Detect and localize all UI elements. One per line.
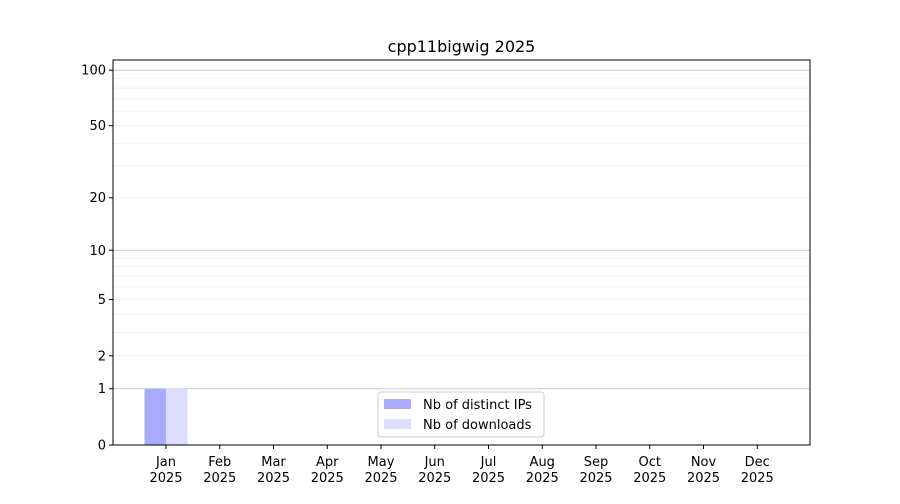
bars (144, 388, 188, 445)
x-tick-label: 2025 (526, 471, 559, 486)
legend: Nb of distinct IPs Nb of downloads (377, 391, 545, 438)
plot-frame (112, 59, 811, 446)
x-tick-label: 2025 (687, 471, 720, 486)
y-tick-label: 2 (98, 349, 106, 364)
x-tick-label: 2025 (472, 471, 505, 486)
x-tick-label: 2025 (579, 471, 612, 486)
legend-label: Nb of downloads (423, 418, 532, 433)
legend-swatch (384, 399, 411, 409)
x-tick-label: Sep (584, 455, 609, 470)
x-tick-label: Mar (261, 455, 286, 470)
y-tick-label: 5 (98, 293, 106, 308)
x-tick-label: Feb (208, 455, 231, 470)
x-axis: Jan2025Feb2025Mar2025Apr2025May2025Jun20… (149, 445, 774, 486)
x-tick-label: 2025 (257, 471, 290, 486)
bar-downloads (166, 388, 188, 445)
x-tick-label: 2025 (418, 471, 451, 486)
y-tick-label: 20 (89, 191, 106, 206)
legend-label: Nb of distinct IPs (423, 398, 532, 413)
y-tick-label: 100 (81, 64, 106, 79)
x-tick-label: Jul (480, 455, 497, 470)
x-tick-label: Jun (424, 455, 445, 470)
x-tick-label: Oct (639, 455, 661, 470)
y-tick-label: 10 (89, 244, 106, 259)
x-tick-label: 2025 (633, 471, 666, 486)
y-tick-label: 50 (89, 119, 106, 134)
y-tick-label: 1 (98, 382, 106, 397)
x-tick-label: Nov (691, 455, 717, 470)
bar-distinct-ips (144, 388, 166, 445)
x-tick-label: 2025 (311, 471, 344, 486)
y-axis: 0 1 2 5 10 20 50 100 (81, 64, 113, 454)
x-tick-label: May (368, 455, 395, 470)
legend-box (377, 391, 545, 438)
x-tick-label: Dec (745, 455, 770, 470)
x-tick-label: 2025 (149, 471, 182, 486)
legend-swatch (384, 419, 411, 429)
x-tick-label: 2025 (741, 471, 774, 486)
x-tick-label: Aug (530, 455, 555, 470)
x-tick-label: Apr (316, 455, 339, 470)
y-tick-label: 0 (98, 439, 106, 454)
x-tick-label: 2025 (364, 471, 397, 486)
chart-title: cpp11bigwig 2025 (388, 37, 536, 56)
grid (113, 69, 810, 390)
x-tick-label: 2025 (203, 471, 236, 486)
x-tick-label: Jan (155, 455, 176, 470)
